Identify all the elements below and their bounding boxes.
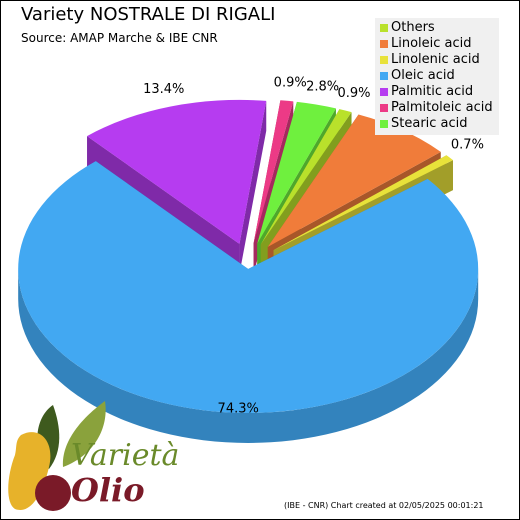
pie-slice	[260, 109, 352, 245]
pie-slice	[257, 101, 336, 244]
legend-label: Linoleic acid	[391, 36, 472, 51]
legend-label: Others	[391, 20, 435, 35]
legend-swatch	[380, 40, 388, 48]
pie-data-label: 74.3%	[218, 402, 259, 417]
legend-swatch	[380, 72, 388, 80]
legend-label: Linolenic acid	[391, 52, 480, 67]
chart-title: Variety NOSTRALE DI RIGALI	[21, 4, 276, 25]
legend-item: Linolenic acid	[375, 52, 499, 68]
legend-swatch	[380, 104, 388, 112]
legend-label: Palmitoleic acid	[391, 100, 493, 115]
legend-swatch	[380, 56, 388, 64]
pie-slice	[253, 100, 294, 244]
legend-label: Palmitic acid	[391, 84, 474, 99]
legend-item: Palmitic acid	[375, 84, 499, 100]
legend-label: Stearic acid	[391, 116, 468, 131]
pie-data-label: 2.8%	[306, 80, 339, 95]
pie-slice-wall	[239, 100, 267, 274]
legend-swatch	[380, 24, 388, 32]
logo-text-olio: Olio	[71, 471, 145, 509]
legend-item: Stearic acid	[375, 116, 499, 132]
pie-slice-side	[18, 268, 479, 443]
logo-olive-red	[35, 475, 71, 511]
pie-slice	[267, 114, 441, 247]
legend-swatch	[380, 120, 388, 128]
pie-slice	[87, 99, 267, 244]
pie-data-label: 0.7%	[451, 137, 484, 152]
logo-leaf-light	[62, 401, 106, 467]
legend-label: Oleic acid	[391, 68, 455, 83]
pie-slice	[18, 161, 479, 413]
legend-item: Palmitoleic acid	[375, 100, 499, 116]
pie-slice	[273, 155, 453, 251]
legend-item: Oleic acid	[375, 68, 499, 84]
legend-item: Linoleic acid	[375, 36, 499, 52]
varieta-olio-logo: Varietà Olio	[8, 401, 179, 511]
chart-subtitle: Source: AMAP Marche & IBE CNR	[21, 31, 218, 45]
pie-data-label: 0.9%	[337, 86, 370, 101]
logo-text-varieta: Varietà	[71, 438, 179, 473]
legend-swatch	[380, 88, 388, 96]
chart-legend: Others Linoleic acid Linolenic acid Oleic a…	[375, 18, 499, 135]
legend-item: Others	[375, 20, 499, 36]
chart-credit: (IBE - CNR) Chart created at 02/05/2025 …	[284, 501, 484, 510]
pie-data-label: 0.9%	[274, 75, 307, 90]
pie-data-label: 13.4%	[143, 82, 184, 97]
